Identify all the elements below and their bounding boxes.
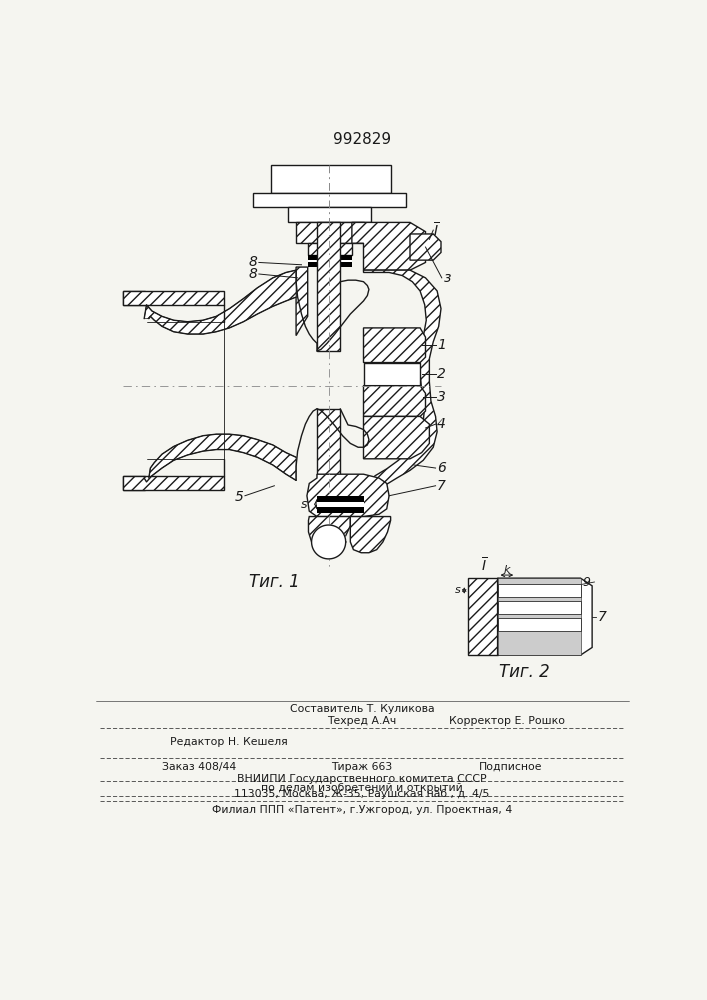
Polygon shape: [296, 267, 308, 336]
Polygon shape: [308, 262, 352, 267]
Polygon shape: [468, 578, 498, 655]
Polygon shape: [123, 291, 224, 305]
Polygon shape: [351, 517, 391, 553]
Text: 4: 4: [437, 417, 446, 431]
Polygon shape: [498, 578, 592, 655]
Polygon shape: [363, 363, 420, 386]
Text: $\overline{I}$: $\overline{I}$: [481, 556, 486, 574]
Polygon shape: [308, 255, 352, 260]
Polygon shape: [123, 476, 145, 490]
Polygon shape: [498, 618, 580, 631]
Text: s: s: [455, 585, 460, 595]
Text: 2: 2: [437, 367, 446, 381]
Polygon shape: [296, 222, 363, 243]
Polygon shape: [498, 578, 580, 584]
Polygon shape: [363, 416, 429, 459]
Polygon shape: [123, 291, 145, 305]
Text: 7: 7: [597, 610, 607, 624]
Polygon shape: [363, 328, 426, 363]
Polygon shape: [352, 222, 426, 270]
Text: Τиг. 1: Τиг. 1: [249, 573, 300, 591]
Polygon shape: [317, 409, 340, 513]
Text: Заказ 408/44: Заказ 408/44: [162, 762, 236, 772]
Text: 5: 5: [235, 490, 243, 504]
Polygon shape: [123, 476, 224, 490]
Polygon shape: [307, 474, 389, 517]
Polygon shape: [498, 614, 580, 618]
Polygon shape: [308, 243, 352, 255]
Polygon shape: [317, 222, 340, 351]
Text: 3: 3: [437, 390, 446, 404]
Polygon shape: [498, 597, 580, 601]
Polygon shape: [317, 496, 363, 502]
Text: Корректор Е. Рошко: Корректор Е. Рошко: [449, 716, 565, 726]
Polygon shape: [498, 601, 580, 614]
Text: Филиал ППП «Патент», г.Ужгород, ул. Проектная, 4: Филиал ППП «Патент», г.Ужгород, ул. Прое…: [212, 805, 512, 815]
Polygon shape: [363, 386, 426, 416]
Text: 6: 6: [437, 461, 446, 475]
Text: Составитель Т. Куликова: Составитель Т. Куликова: [290, 704, 434, 714]
Text: 992829: 992829: [333, 132, 391, 147]
Text: 8: 8: [248, 255, 257, 269]
Polygon shape: [253, 193, 406, 207]
Text: 113035, Москва, Ж-35, Раушская наб., д. 4/5: 113035, Москва, Ж-35, Раушская наб., д. …: [234, 789, 490, 799]
Polygon shape: [410, 234, 441, 260]
Text: Подписное: Подписное: [479, 762, 542, 772]
Polygon shape: [288, 207, 371, 222]
Text: Тираж 663: Тираж 663: [332, 762, 392, 772]
Text: Τиг. 2: Τиг. 2: [498, 663, 549, 681]
Polygon shape: [308, 517, 351, 553]
Polygon shape: [317, 507, 363, 513]
Polygon shape: [271, 165, 391, 193]
Text: s: s: [300, 498, 307, 511]
Text: ВНИИПИ Государственного комитета СССР: ВНИИПИ Государственного комитета СССР: [237, 774, 486, 784]
Text: Техред А.Ач: Техред А.Ач: [327, 716, 397, 726]
Text: 9: 9: [582, 576, 590, 588]
Polygon shape: [363, 270, 441, 511]
Text: 7: 7: [437, 479, 446, 493]
Text: Редактор Н. Кешеля: Редактор Н. Кешеля: [170, 737, 288, 747]
Polygon shape: [317, 502, 363, 507]
Polygon shape: [308, 260, 352, 262]
Text: по делам изобретений и открытий: по делам изобретений и открытий: [261, 783, 463, 793]
Text: $\overline{I}$: $\overline{I}$: [433, 221, 439, 239]
Text: 1: 1: [437, 338, 446, 352]
Polygon shape: [498, 584, 580, 597]
Polygon shape: [312, 525, 346, 559]
Text: 8: 8: [248, 267, 257, 281]
Text: k: k: [503, 565, 510, 575]
Text: з: з: [443, 271, 450, 285]
Polygon shape: [498, 631, 580, 655]
Polygon shape: [144, 434, 296, 482]
Polygon shape: [144, 270, 296, 334]
